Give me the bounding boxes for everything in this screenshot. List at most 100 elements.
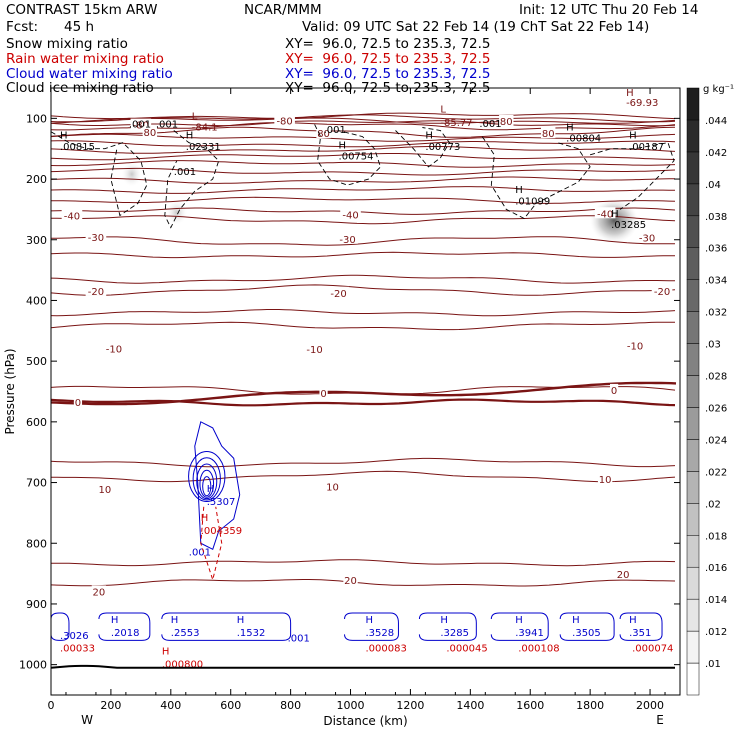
init-time: Init: 12 UTC Thu 20 Feb 14 — [519, 2, 699, 18]
isotherm-label: -30 — [339, 235, 355, 246]
isotherm-label-bg — [91, 585, 107, 597]
isotherm-label: -40 — [342, 210, 358, 221]
rain-contour-label: .000074 — [632, 643, 673, 654]
zero-isotherm-line — [50, 381, 677, 406]
field-rain-name: Rain water mixing ratio — [6, 51, 164, 67]
isotherm-line — [50, 146, 676, 154]
snow-contour-label: .001 — [324, 125, 346, 136]
isotherm-label-bg — [85, 284, 107, 296]
cloud-water-contour — [418, 612, 477, 641]
cloud-water-max-marker: H — [629, 615, 637, 626]
snow-contour — [395, 127, 450, 168]
rain-max-value: .000800 — [162, 660, 203, 671]
cloud-water-max-value: .3505 — [572, 628, 601, 639]
cloud-water-contour — [196, 463, 218, 500]
cloud-water-contour — [202, 476, 212, 497]
isotherm-line — [50, 398, 676, 407]
isotherm-label: -80 — [276, 116, 292, 127]
isotherm-label: 80 — [317, 129, 330, 140]
isotherm-label: -40 — [597, 209, 613, 220]
rain-max-value: .004359 — [201, 526, 242, 537]
x-tick-label: 1000 — [337, 699, 365, 712]
valid-time: Valid: 09 UTC Sat 22 Feb 14 (19 ChT Sat … — [302, 19, 650, 35]
isotherm-line — [50, 251, 675, 259]
colorbar-swatch — [686, 471, 700, 504]
isotherm-line — [50, 309, 676, 317]
colorbar-label: .012 — [705, 627, 727, 638]
colorbar-swatch — [686, 662, 700, 696]
snow-contour — [481, 136, 591, 220]
snow-max-value: .00804 — [566, 133, 601, 144]
temperature-extremum-marker: L — [440, 104, 446, 115]
isotherm-label: 10 — [599, 475, 612, 486]
colorbar-swatch — [686, 247, 700, 280]
cloud-water-contour-label: .001 — [288, 634, 310, 645]
isotherm-label: -20 — [88, 287, 104, 298]
isotherm-label: 20 — [344, 576, 357, 587]
field-cloudwater-xy: XY= 96.0, 72.5 to 235.3, 72.5 — [285, 66, 491, 82]
cloud-water-max-value: .5307 — [207, 497, 236, 508]
isotherm-label: 0 — [75, 398, 81, 409]
cloud-water-max-marker: H — [366, 615, 374, 626]
colorbar-swatch — [686, 503, 700, 536]
isotherm-line — [50, 153, 676, 161]
isotherm-label: 10 — [326, 482, 339, 493]
colorbar-swatch — [686, 566, 700, 600]
rain-contour-label: .000045 — [446, 643, 487, 654]
temperature-extremum-marker: H — [626, 88, 634, 99]
cloud-water-contour — [161, 612, 292, 641]
colorbar-label: .034 — [705, 276, 727, 287]
isotherm-label-bg — [541, 127, 556, 139]
isotherm-label-bg — [319, 386, 328, 398]
snow-max-marker: H — [339, 141, 347, 152]
cloud-water-contour — [490, 612, 549, 641]
x-tick-label: 200 — [100, 699, 121, 712]
field-cloudwater-name: Cloud water mixing ratio — [6, 66, 173, 82]
cloud-water-max-marker: H — [111, 615, 119, 626]
cloud-water-contour — [50, 612, 70, 641]
colorbar-swatch — [686, 439, 700, 472]
x-tick-label: 2000 — [636, 699, 664, 712]
cloud-water-contour — [559, 612, 615, 641]
cloud-water-max-value: .351 — [629, 628, 651, 639]
snow-max-marker: H — [515, 185, 523, 196]
colorbar-swatch — [686, 151, 700, 185]
cloud-water-contour — [344, 612, 399, 641]
snow-max-marker: H — [425, 130, 433, 141]
snow-shading — [121, 162, 142, 187]
x-tick-label: 1200 — [396, 699, 424, 712]
cloud-water-contour — [98, 612, 151, 641]
snow-max-marker: H — [629, 130, 637, 141]
isotherm-label-bg — [61, 209, 83, 221]
colorbar-label: .03 — [705, 340, 721, 351]
colorbar-label: .032 — [705, 308, 727, 319]
isotherm-label-bg — [142, 125, 158, 137]
field-snow-name: Snow mixing ratio — [6, 36, 128, 52]
isotherm-label: -10 — [627, 342, 643, 353]
model-center: NCAR/MMM — [244, 2, 322, 18]
temperature-extremum-value: -69.93 — [626, 98, 658, 109]
colorbar-label: .044 — [705, 116, 727, 127]
chart-title: CONTRAST 15km ARW — [6, 2, 158, 18]
cloud-water-max-marker: H — [237, 615, 245, 626]
snow-contour-label: .001 — [129, 119, 151, 130]
isotherm-line — [51, 236, 676, 246]
cloud-water-max-value: .2553 — [171, 628, 200, 639]
isotherm-label-bg — [597, 473, 613, 485]
snow-contour — [589, 142, 675, 210]
isotherm-label-bg — [624, 339, 646, 351]
snow-max-marker: H — [60, 130, 68, 141]
isotherm-label-bg — [343, 573, 358, 585]
rain-contour-label: .000108 — [518, 643, 559, 654]
isotherm-label: -10 — [306, 345, 322, 356]
cloud-water-contour-label: .3026 — [60, 631, 89, 642]
snow-contour-label: .001 — [174, 167, 196, 178]
colorbar-label: .016 — [705, 563, 727, 574]
isotherm-label-bg — [304, 343, 325, 355]
colorbar-label: .01 — [705, 659, 721, 670]
snow-max-marker: H — [186, 130, 194, 141]
colorbar-swatch — [686, 535, 700, 568]
cloud-water-max-value: .2018 — [111, 628, 140, 639]
isotherm-label-bg — [636, 231, 658, 243]
isotherm-label-bg — [594, 207, 616, 219]
